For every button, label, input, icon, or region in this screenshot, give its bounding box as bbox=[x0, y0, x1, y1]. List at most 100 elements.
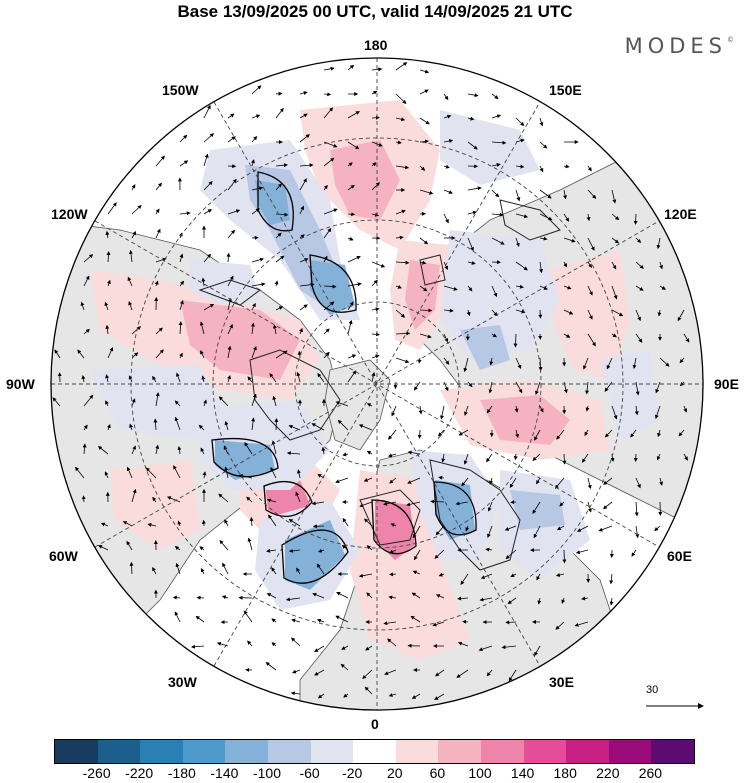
wind-vector bbox=[174, 400, 181, 407]
wind-vector bbox=[83, 394, 94, 407]
wind-vector bbox=[155, 257, 167, 263]
wind-vector bbox=[98, 545, 109, 551]
wind-vector bbox=[341, 645, 349, 650]
wind-vector bbox=[275, 183, 282, 191]
wind-vector bbox=[175, 562, 181, 575]
wind-vector bbox=[251, 85, 262, 95]
wind-vector bbox=[389, 477, 397, 484]
wind-vector bbox=[443, 333, 449, 343]
wind-vector bbox=[272, 324, 277, 335]
wind-vector bbox=[388, 429, 397, 440]
wind-vector bbox=[196, 595, 205, 600]
wind-vector bbox=[417, 357, 422, 364]
wind-vector bbox=[371, 115, 380, 120]
wind-vector bbox=[203, 209, 212, 215]
map-content bbox=[51, 58, 703, 710]
wind-vector bbox=[563, 309, 574, 315]
wind-vector bbox=[335, 477, 349, 484]
wind-vector bbox=[443, 164, 450, 169]
wind-vector bbox=[491, 114, 502, 119]
wind-vector bbox=[611, 405, 618, 420]
wind-vector bbox=[155, 392, 160, 407]
wind-vector bbox=[587, 501, 592, 513]
wind-vector bbox=[418, 405, 423, 415]
wind-vector bbox=[515, 309, 526, 314]
wind-vector bbox=[535, 381, 541, 395]
wind-vector bbox=[364, 686, 373, 695]
wind-vector bbox=[152, 496, 157, 503]
wind-vector bbox=[457, 596, 469, 601]
wind-vector bbox=[296, 469, 301, 479]
wind-vector bbox=[587, 237, 595, 251]
wind-vector bbox=[251, 393, 257, 407]
wind-vector bbox=[635, 477, 641, 489]
wind-vector bbox=[250, 322, 255, 335]
wind-vector bbox=[441, 453, 446, 463]
wind-vector bbox=[683, 405, 688, 413]
wind-vector bbox=[587, 189, 597, 199]
wind-vector bbox=[556, 525, 565, 531]
wind-vector bbox=[419, 189, 434, 195]
wind-vector bbox=[269, 373, 277, 383]
wind-vector bbox=[413, 549, 421, 561]
wind-vector bbox=[467, 285, 473, 292]
wind-vector bbox=[395, 140, 402, 145]
wind-vector bbox=[286, 451, 301, 456]
wind-vector bbox=[131, 204, 142, 215]
wind-vector bbox=[458, 429, 469, 436]
wind-vector bbox=[83, 275, 90, 287]
wind-vector bbox=[419, 117, 430, 125]
wind-vector bbox=[299, 134, 310, 143]
wind-vector bbox=[538, 357, 543, 372]
wind-vector bbox=[323, 92, 332, 97]
wind-vector bbox=[395, 309, 406, 318]
wind-vector bbox=[657, 429, 661, 438]
wind-vector bbox=[505, 549, 517, 560]
wind-vector bbox=[202, 471, 207, 479]
wind-vector bbox=[274, 418, 279, 431]
wind-vector bbox=[314, 669, 325, 676]
wind-vector bbox=[539, 236, 548, 241]
wind-vector bbox=[659, 477, 664, 486]
wind-vector bbox=[295, 491, 301, 503]
colorbar-tick-label: 220 bbox=[596, 765, 620, 781]
wind-vector bbox=[227, 113, 235, 119]
wind-vector bbox=[514, 405, 519, 413]
wind-vector bbox=[359, 501, 373, 508]
wind-vector bbox=[131, 184, 136, 191]
wind-vector bbox=[507, 597, 517, 605]
wind-vector bbox=[275, 107, 284, 119]
wind-vector bbox=[509, 477, 517, 488]
negative-anomaly-strong bbox=[435, 480, 475, 540]
negative-anomaly-core bbox=[460, 325, 510, 370]
wind-vector bbox=[587, 261, 592, 268]
wind-vector bbox=[371, 67, 383, 72]
wind-vector bbox=[81, 375, 86, 383]
wind-vector bbox=[340, 663, 349, 671]
wind-vector bbox=[635, 261, 644, 269]
wind-vector bbox=[290, 691, 301, 696]
wind-vector bbox=[131, 231, 136, 239]
wind-vector bbox=[435, 594, 445, 599]
wind-vector bbox=[513, 453, 518, 461]
wind-vector bbox=[105, 324, 110, 335]
wind-vector bbox=[274, 280, 279, 287]
wind-vector bbox=[419, 285, 428, 292]
wind-vector bbox=[275, 255, 285, 263]
wind-vector bbox=[347, 319, 353, 335]
wind-vector bbox=[152, 375, 157, 383]
wind-vector bbox=[106, 279, 111, 287]
wind-vector bbox=[81, 495, 86, 503]
wind-vector bbox=[563, 164, 570, 169]
wind-vector bbox=[478, 645, 493, 652]
wind-vector bbox=[508, 669, 517, 682]
wind-vector bbox=[536, 477, 541, 485]
wind-vector bbox=[291, 637, 301, 647]
wind-vector bbox=[395, 93, 407, 105]
wind-vector bbox=[395, 165, 410, 170]
wind-vector bbox=[461, 477, 469, 487]
wind-vector bbox=[363, 477, 373, 482]
wind-vector bbox=[467, 93, 479, 98]
wind-vector bbox=[371, 261, 386, 268]
wind-vector bbox=[539, 141, 548, 149]
